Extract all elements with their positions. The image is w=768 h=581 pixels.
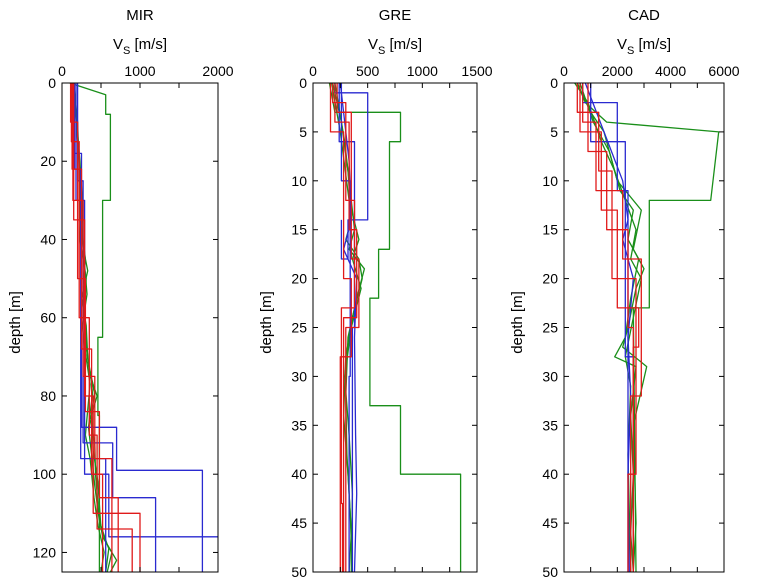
mir-xlabel-sub: S xyxy=(123,45,130,57)
cad-xlabel-unit: [m/s] xyxy=(634,36,671,53)
gre-xlabel-main: V xyxy=(368,36,378,53)
cad-title: CAD xyxy=(628,7,660,24)
cad-series-11 xyxy=(576,83,637,572)
cad-ytick-label: 40 xyxy=(542,466,558,482)
gre-ytick-label: 25 xyxy=(291,320,307,336)
cad-series-group xyxy=(574,83,720,572)
cad-ytick-label: 35 xyxy=(542,417,558,433)
cad-ytick-label-zero: 0 xyxy=(550,75,558,91)
gre-ytick-label-zero: 0 xyxy=(299,75,307,91)
cad-ytick-label: 10 xyxy=(542,173,558,189)
cad-ytick-label: 50 xyxy=(542,564,558,580)
gre-series-9 xyxy=(332,83,356,572)
mir-xlabel: VS [m/s] xyxy=(113,36,167,57)
cad-xlabel-sub: S xyxy=(627,45,634,57)
mir-ytick-label: 20 xyxy=(40,153,56,169)
mir-xtick-label: 1000 xyxy=(124,63,155,79)
gre-ytick-label: 35 xyxy=(291,417,307,433)
mir-xlabel-unit: [m/s] xyxy=(130,36,167,53)
gre-ytick-label: 50 xyxy=(291,564,307,580)
cad-series-10 xyxy=(587,83,634,572)
gre-xtick-label: 1500 xyxy=(461,63,492,79)
mir-ytick-label: 80 xyxy=(40,388,56,404)
gre-series-11 xyxy=(336,83,360,572)
gre-ytick-label: 20 xyxy=(291,271,307,287)
mir-ytick-label: 60 xyxy=(40,310,56,326)
gre-ylabel: depth [m] xyxy=(258,291,275,354)
gre-ytick-label: 30 xyxy=(291,368,307,384)
gre-ytick-label: 40 xyxy=(291,466,307,482)
mir-ytick-label: 40 xyxy=(40,231,56,247)
cad-ytick-label: 15 xyxy=(542,222,558,238)
gre-title: GRE xyxy=(379,7,412,24)
mir-series-14 xyxy=(73,83,141,572)
mir-series-1 xyxy=(69,83,112,572)
mir-ytick-label: 120 xyxy=(33,544,57,560)
gre-series-5 xyxy=(334,83,369,260)
cad-xtick-label: 4000 xyxy=(655,63,686,79)
cad-ytick-label: 45 xyxy=(542,515,558,531)
mir-ylabel: depth [m] xyxy=(7,291,24,354)
gre-xtick-label: 0 xyxy=(309,63,317,79)
cad-ytick-label: 25 xyxy=(542,320,558,336)
cad-ylabel: depth [m] xyxy=(509,291,526,354)
gre-ytick-label: 5 xyxy=(299,124,307,140)
cad-ytick-label: 5 xyxy=(550,124,558,140)
mir-series-9 xyxy=(73,83,107,572)
gre-series-10 xyxy=(334,83,358,572)
cad-xtick-label: 2000 xyxy=(602,63,633,79)
gre-series-12 xyxy=(329,83,352,572)
mir-ytick-label: 100 xyxy=(33,466,57,482)
gre-ytick-label: 10 xyxy=(291,173,307,189)
gre-ytick-label: 15 xyxy=(291,222,307,238)
cad-xlabel-main: V xyxy=(617,36,627,53)
gre-xlabel-unit: [m/s] xyxy=(385,36,422,53)
mir-series-group xyxy=(69,83,218,572)
cad-ytick-label: 20 xyxy=(542,271,558,287)
cad-series-5 xyxy=(582,83,629,572)
gre-ytick-label: 45 xyxy=(291,515,307,531)
gre-xlabel-sub: S xyxy=(378,45,385,57)
mir-title: MIR xyxy=(126,7,154,24)
mir-series-7 xyxy=(76,83,157,572)
gre-xtick-label: 500 xyxy=(356,63,380,79)
cad-axes-box xyxy=(563,82,725,573)
mir-xlabel-main: V xyxy=(113,36,123,53)
mir-xtick-label: 2000 xyxy=(202,63,233,79)
mir-series-12 xyxy=(72,83,113,572)
mir-ytick-label: 0 xyxy=(48,75,56,91)
cad-xtick-label: 0 xyxy=(560,63,568,79)
gre-axes-box xyxy=(312,82,478,573)
cad-xtick-label: 6000 xyxy=(708,63,739,79)
mir-xtick-label: 0 xyxy=(58,63,66,79)
gre-series-group xyxy=(328,83,462,572)
cad-ytick-label: 30 xyxy=(542,368,558,384)
cad-xlabel: VS [m/s] xyxy=(617,36,671,57)
gre-xlabel: VS [m/s] xyxy=(368,36,422,57)
gre-series-1 xyxy=(328,83,462,572)
gre-xtick-label: 1000 xyxy=(407,63,438,79)
